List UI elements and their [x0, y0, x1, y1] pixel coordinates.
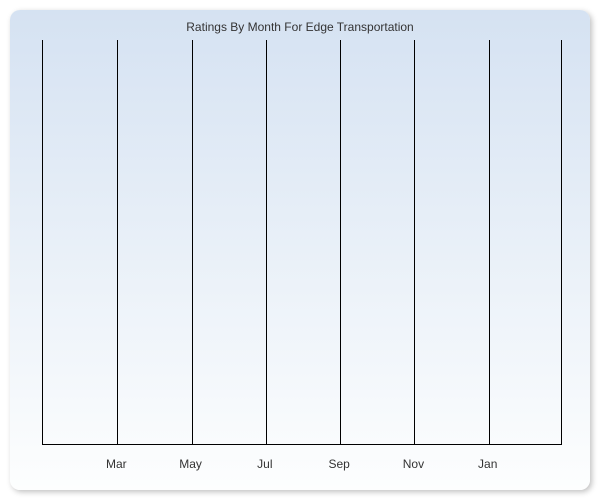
plot-area [42, 40, 562, 445]
chart-title: Ratings By Month For Edge Transportation [10, 20, 590, 34]
chart-container: Ratings By Month For Edge Transportation… [10, 10, 590, 490]
x-axis-label: Jul [257, 457, 272, 471]
x-axis-label: May [179, 457, 202, 471]
x-gridline [414, 40, 415, 444]
x-gridline [340, 40, 341, 444]
x-gridline [192, 40, 193, 444]
x-axis-label: Sep [328, 457, 349, 471]
x-axis-label: Jan [478, 457, 497, 471]
x-gridline [117, 40, 118, 444]
x-axis-label: Nov [403, 457, 424, 471]
x-gridline [266, 40, 267, 444]
x-axis-label: Mar [106, 457, 127, 471]
x-gridline [489, 40, 490, 444]
